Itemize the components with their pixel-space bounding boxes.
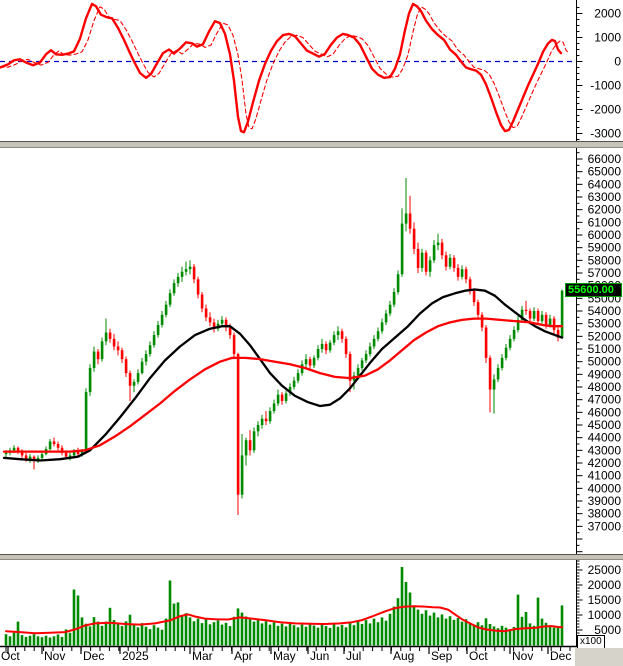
ma-black-line xyxy=(2,288,564,462)
macd-signal-line xyxy=(0,6,570,130)
svg-text:39000: 39000 xyxy=(588,494,622,508)
svg-text:65000: 65000 xyxy=(588,165,622,179)
volume-plot-area[interactable] xyxy=(0,560,576,646)
month-label: Dec xyxy=(83,649,104,663)
macd-plot-area[interactable] xyxy=(0,0,576,141)
price-plot-area[interactable] xyxy=(0,148,576,554)
svg-text:-2000: -2000 xyxy=(590,103,621,117)
month-label: Oct xyxy=(1,649,20,663)
svg-text:46000: 46000 xyxy=(588,405,622,419)
month-label: Mar xyxy=(192,649,213,663)
svg-text:52000: 52000 xyxy=(588,329,622,343)
svg-text:44000: 44000 xyxy=(588,431,622,445)
svg-text:40000: 40000 xyxy=(588,481,622,495)
month-label: Jul xyxy=(346,649,361,663)
volume-bars-group xyxy=(4,567,564,646)
svg-text:47000: 47000 xyxy=(588,393,622,407)
month-label: Oct xyxy=(469,649,488,663)
svg-text:58000: 58000 xyxy=(588,253,622,267)
svg-text:37000: 37000 xyxy=(588,519,622,533)
svg-text:61000: 61000 xyxy=(588,215,622,229)
last-price-label: 55600.00 xyxy=(565,283,622,297)
svg-text:48000: 48000 xyxy=(588,380,622,394)
svg-text:60000: 60000 xyxy=(588,228,622,242)
svg-text:2000: 2000 xyxy=(594,7,621,21)
volume-ma-line xyxy=(5,605,563,635)
svg-text:25000: 25000 xyxy=(588,563,622,577)
candles-group xyxy=(4,178,564,515)
svg-text:59000: 59000 xyxy=(588,241,622,255)
month-label: May xyxy=(273,649,296,663)
svg-text:43000: 43000 xyxy=(588,443,622,457)
svg-text:41000: 41000 xyxy=(588,469,622,483)
svg-text:45000: 45000 xyxy=(588,418,622,432)
month-label: Apr xyxy=(234,649,253,663)
svg-text:42000: 42000 xyxy=(588,456,622,470)
svg-text:15000: 15000 xyxy=(588,593,622,607)
svg-text:49000: 49000 xyxy=(588,367,622,381)
macd-line xyxy=(0,2,563,134)
svg-text:-3000: -3000 xyxy=(590,127,621,141)
svg-text:5000: 5000 xyxy=(594,623,621,637)
svg-text:66000: 66000 xyxy=(588,152,622,166)
month-label: Nov xyxy=(44,649,65,663)
month-label: Sep xyxy=(431,649,453,663)
svg-text:-1000: -1000 xyxy=(590,79,621,93)
month-label: Aug xyxy=(393,649,414,663)
time-axis: Oct Nov Dec 2025 Mar Apr May Jun Jul Aug Sep Oct Nov… xyxy=(1,647,571,663)
svg-text:63000: 63000 xyxy=(588,190,622,204)
svg-text:62000: 62000 xyxy=(588,203,622,217)
month-label: Nov xyxy=(512,649,533,663)
month-label: Jun xyxy=(310,649,329,663)
plot-areas[interactable] xyxy=(0,0,576,646)
month-label: Dec xyxy=(550,649,571,663)
svg-text:53000: 53000 xyxy=(588,317,622,331)
svg-text:50000: 50000 xyxy=(588,355,622,369)
volume-unit-label: x100 xyxy=(577,635,605,649)
svg-text:1000: 1000 xyxy=(594,31,621,45)
svg-text:38000: 38000 xyxy=(588,507,622,521)
panel-splitter-top[interactable] xyxy=(0,141,623,148)
svg-text:51000: 51000 xyxy=(588,342,622,356)
svg-text:20000: 20000 xyxy=(588,578,622,592)
svg-text:10000: 10000 xyxy=(588,608,622,622)
svg-text:64000: 64000 xyxy=(588,177,622,191)
svg-text:57000: 57000 xyxy=(588,266,622,280)
ma-red-line xyxy=(2,317,564,453)
axis-corner xyxy=(575,648,623,666)
month-label: 2025 xyxy=(122,649,149,663)
svg-text:0: 0 xyxy=(614,55,621,69)
panel-splitter-bottom[interactable] xyxy=(0,554,623,560)
svg-text:54000: 54000 xyxy=(588,304,622,318)
